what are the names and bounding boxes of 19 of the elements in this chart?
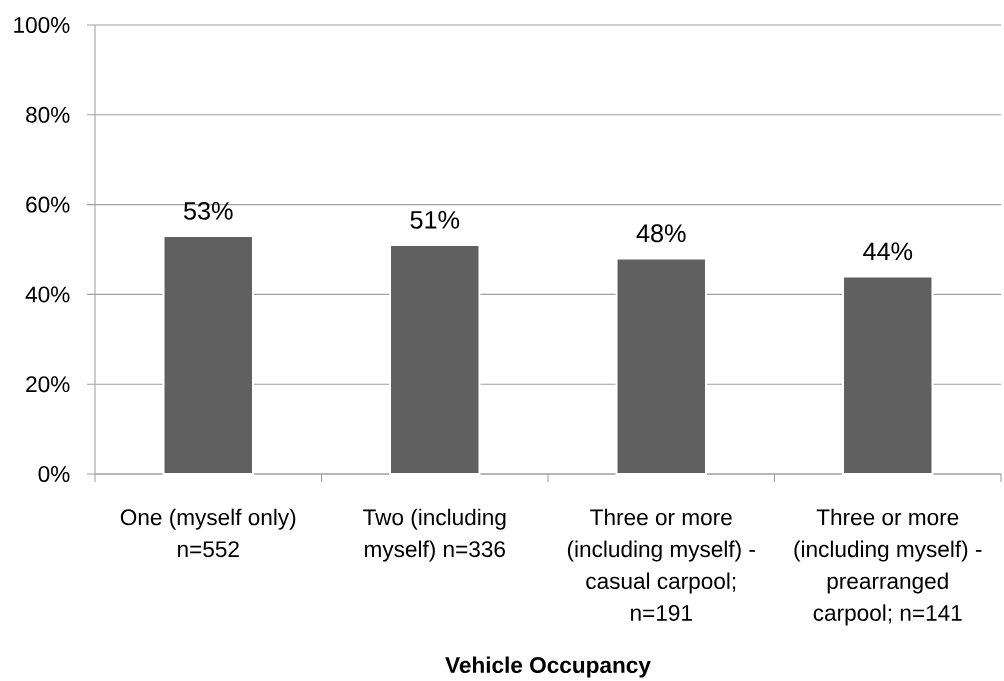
y-tick-label: 100% — [14, 17, 70, 33]
bar — [162, 235, 254, 475]
bar — [389, 244, 481, 475]
data-label: 51% — [410, 210, 460, 229]
x-tick-label: One (myself only) n=552 — [120, 508, 296, 558]
x-axis-title: Vehicle Occupancy — [445, 656, 651, 678]
data-label: 44% — [863, 242, 913, 261]
x-tick-label: Three or more (including myself) - casual carpool; n=191 — [567, 508, 755, 621]
y-tick-label: 20% — [26, 376, 70, 393]
y-tick-label: 0% — [38, 466, 70, 482]
y-tick-label: 40% — [25, 286, 70, 303]
x-tick-label: Two (including myself) n=336 — [363, 508, 506, 562]
x-tick-label: Three or more (including myself) - prearranged carpool; n=141 — [794, 508, 982, 626]
y-tick-label: 60% — [26, 196, 70, 213]
data-label: 48% — [636, 224, 686, 243]
data-label: 53% — [183, 201, 233, 220]
y-tick-label: 80% — [26, 106, 70, 123]
bar — [842, 275, 934, 475]
bar — [615, 257, 707, 475]
